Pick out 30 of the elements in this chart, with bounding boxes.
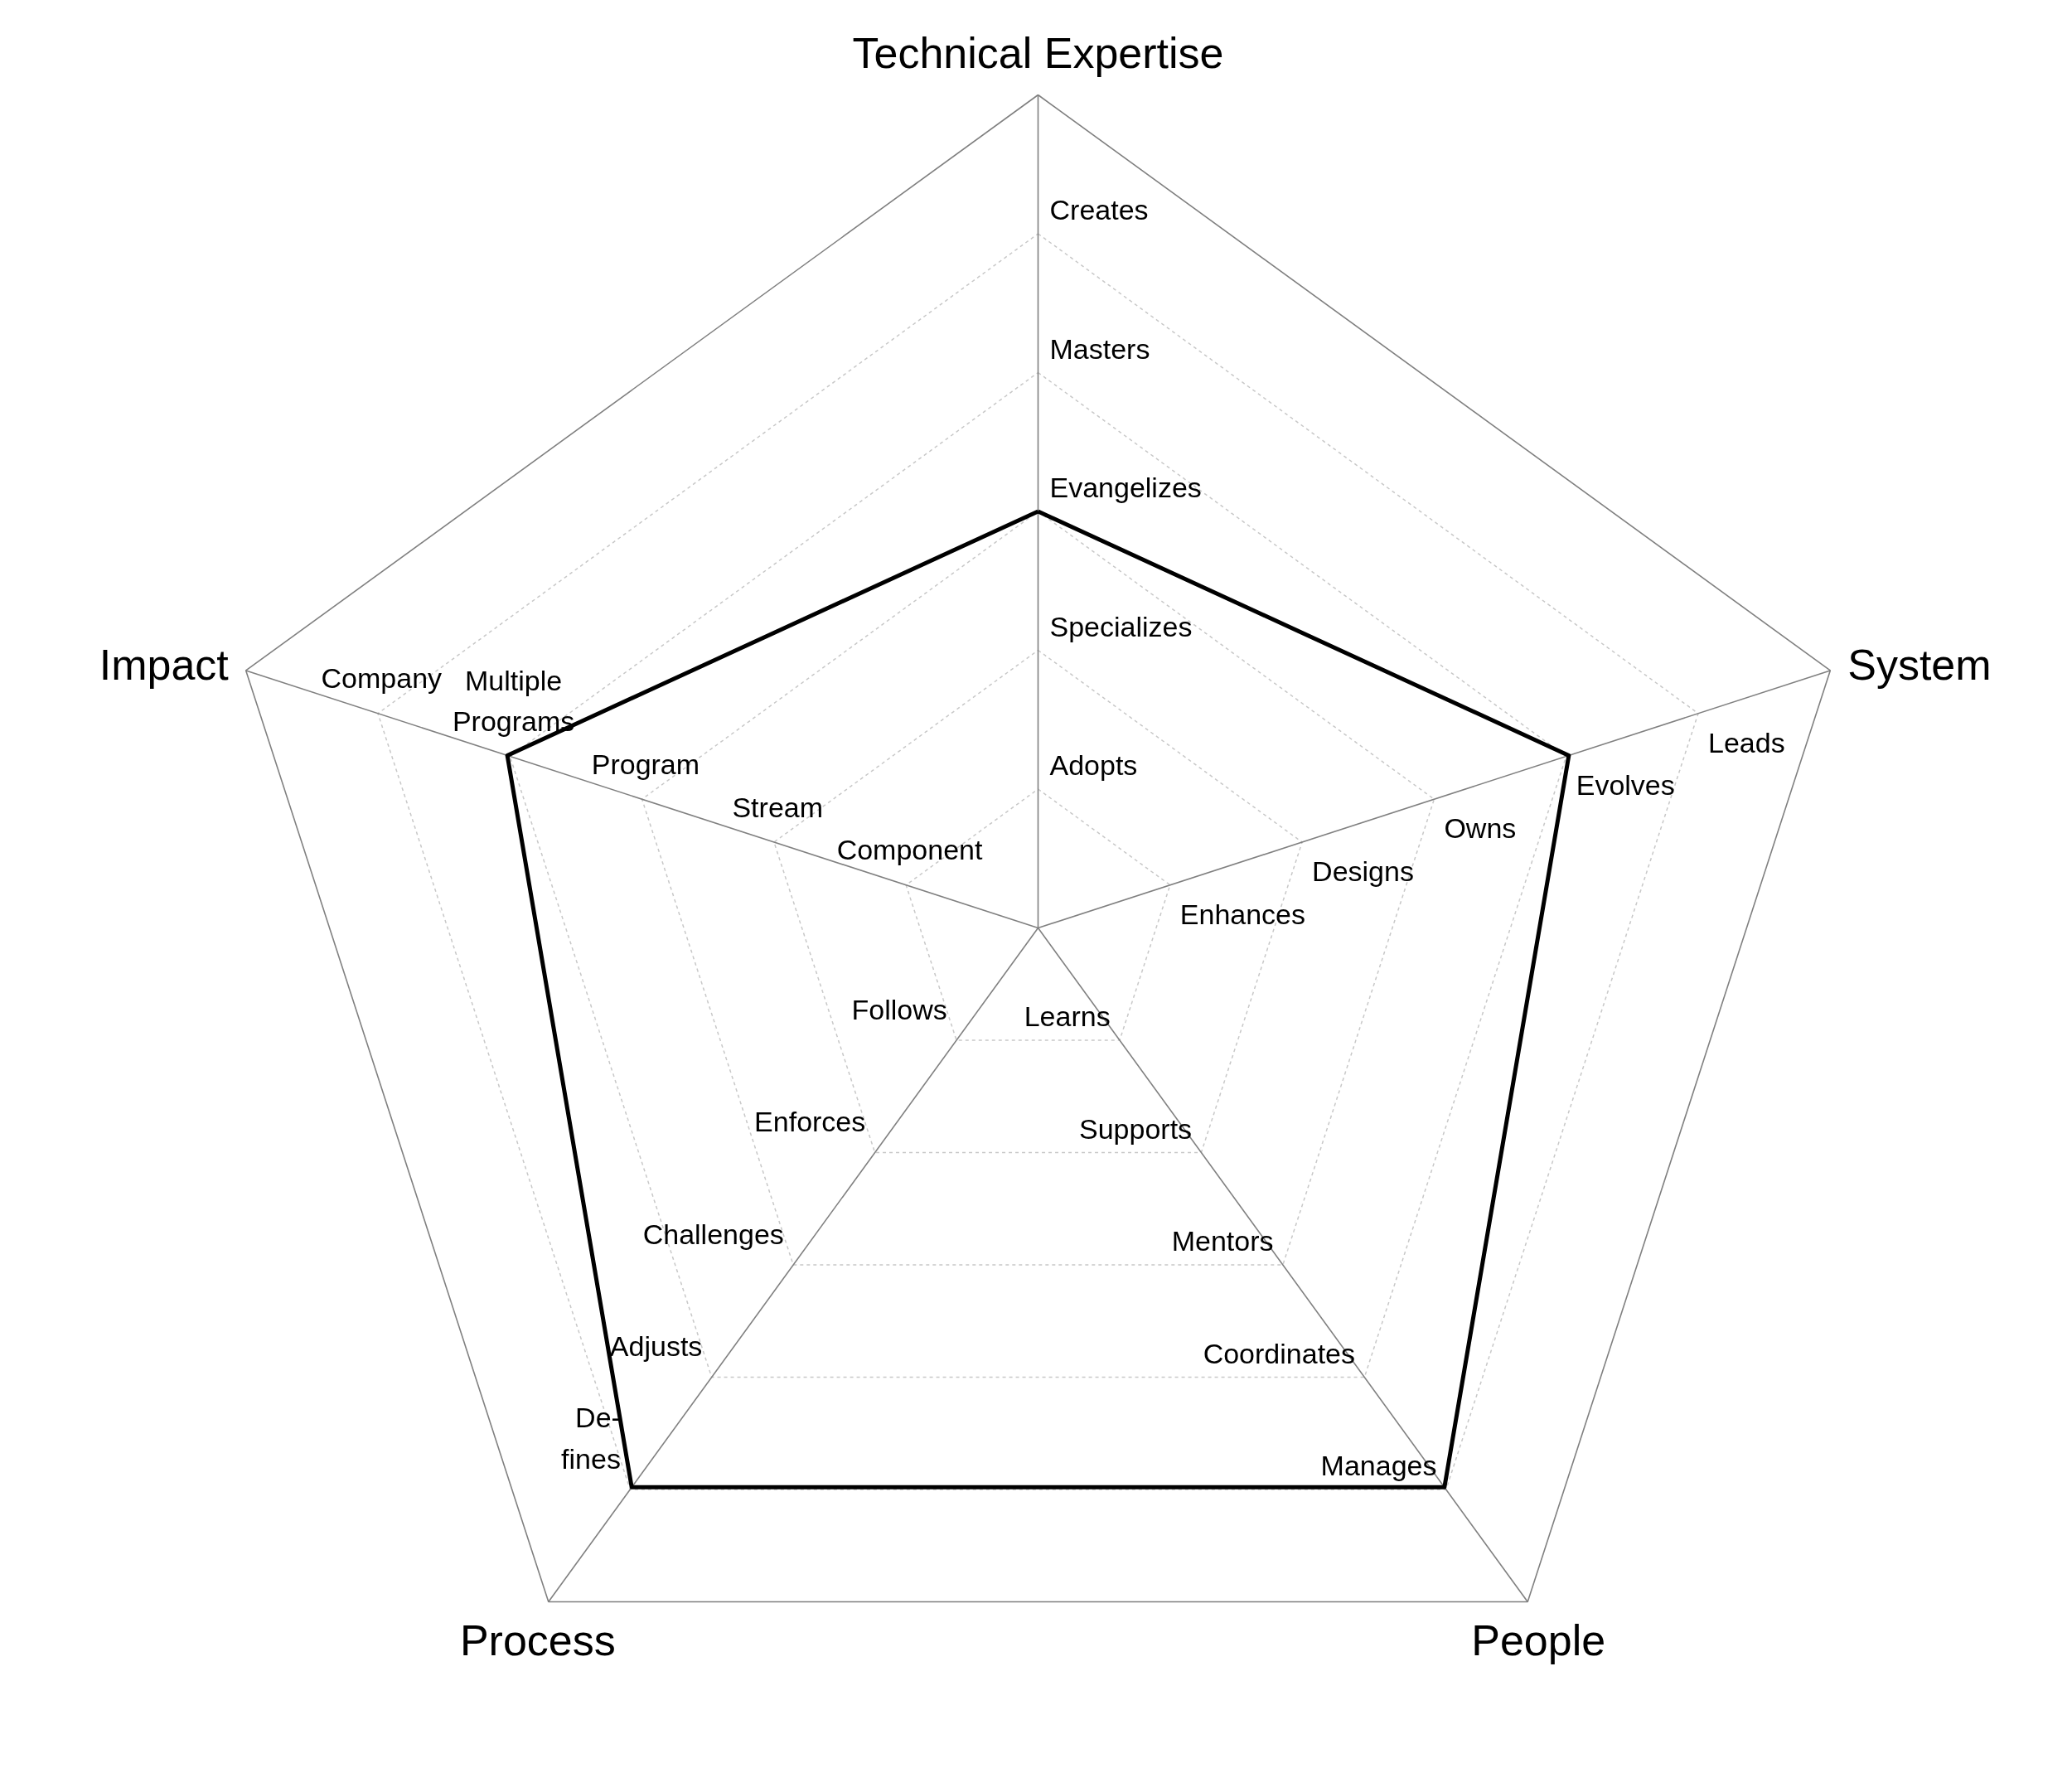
text: Evolves (1576, 769, 1675, 802)
text: Mentors (1171, 1225, 1274, 1257)
text: Follows (851, 993, 947, 1025)
text: Owns (1444, 812, 1517, 845)
text: Multiple Programs (452, 664, 575, 738)
text: Enhances (1179, 898, 1306, 930)
spoke-label: Process (459, 1616, 616, 1665)
text: Enforces (754, 1106, 866, 1138)
text: Stream (732, 791, 824, 823)
spoke-label: People (1471, 1616, 1606, 1665)
text: Designs (1312, 855, 1414, 887)
text: Adopts (1049, 749, 1138, 781)
text: Coordinates (1203, 1337, 1355, 1369)
text: Creates (1049, 194, 1149, 225)
text: De- fines (561, 1402, 621, 1475)
text: Specializes (1049, 610, 1193, 642)
text: Masters (1049, 332, 1150, 365)
text: Evangelizes (1049, 472, 1202, 503)
spoke-label: Impact (99, 641, 230, 690)
spoke-label: System (1847, 641, 1992, 690)
text: Manages (1320, 1450, 1437, 1482)
text: Learns (1024, 1000, 1111, 1033)
text: Adjusts (609, 1330, 703, 1363)
text: Program (591, 748, 700, 780)
text: Challenges (642, 1218, 784, 1250)
spoke-label: Technical Expertise (852, 28, 1224, 77)
text: Supports (1079, 1112, 1193, 1145)
text: Company (321, 662, 443, 695)
text: Leads (1708, 726, 1785, 758)
text: Component (836, 834, 983, 866)
